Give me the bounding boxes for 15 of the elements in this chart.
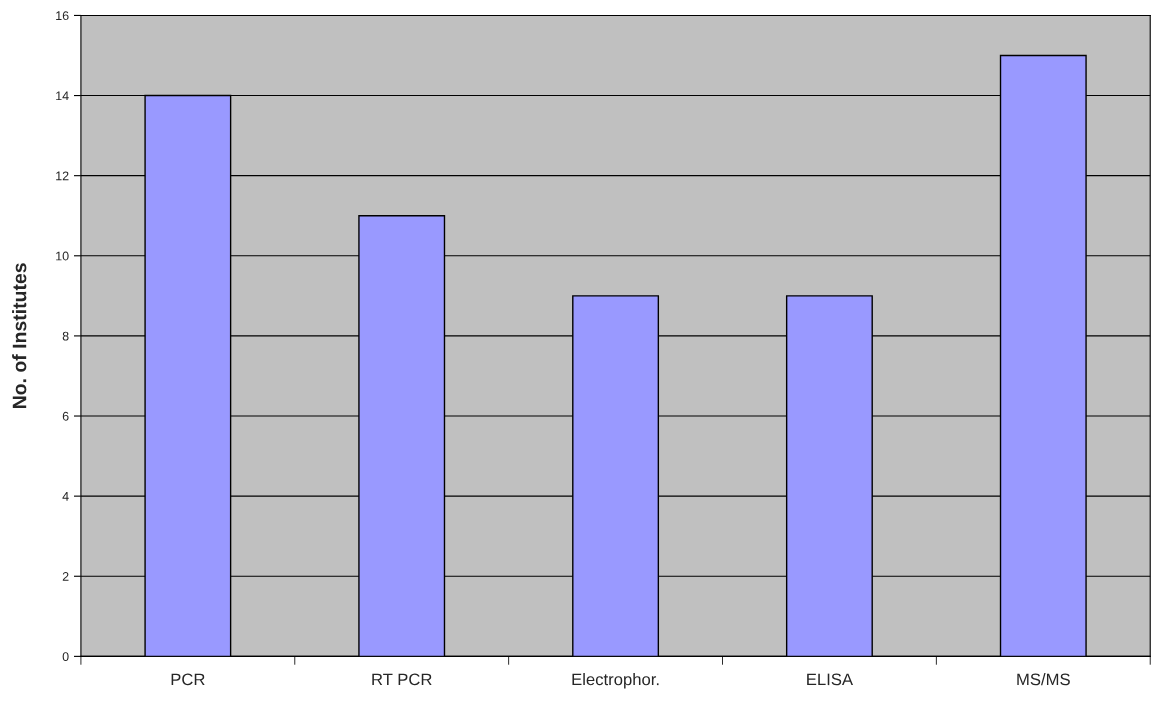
x-tick-label: PCR [171,673,205,686]
y-tick-label: 12 [56,171,69,181]
y-tick-label: 4 [62,492,69,501]
x-tick-label: RT PCR [372,673,432,686]
y-tick-label: 10 [56,251,69,261]
y-tick-label: 6 [62,411,69,421]
x-tick-label: MS/MS [1017,673,1070,686]
y-tick-label: 14 [56,91,69,101]
y-tick-label: 8 [62,331,69,341]
y-tick-label: 2 [62,572,69,581]
x-tick-label: ELISA [807,673,854,686]
y-tick-label: 0 [62,652,69,662]
y-tick-label: 16 [56,11,69,21]
x-tick-label: Electrophor. [572,673,659,689]
y-axis-title: No. of Institutes [12,263,27,409]
